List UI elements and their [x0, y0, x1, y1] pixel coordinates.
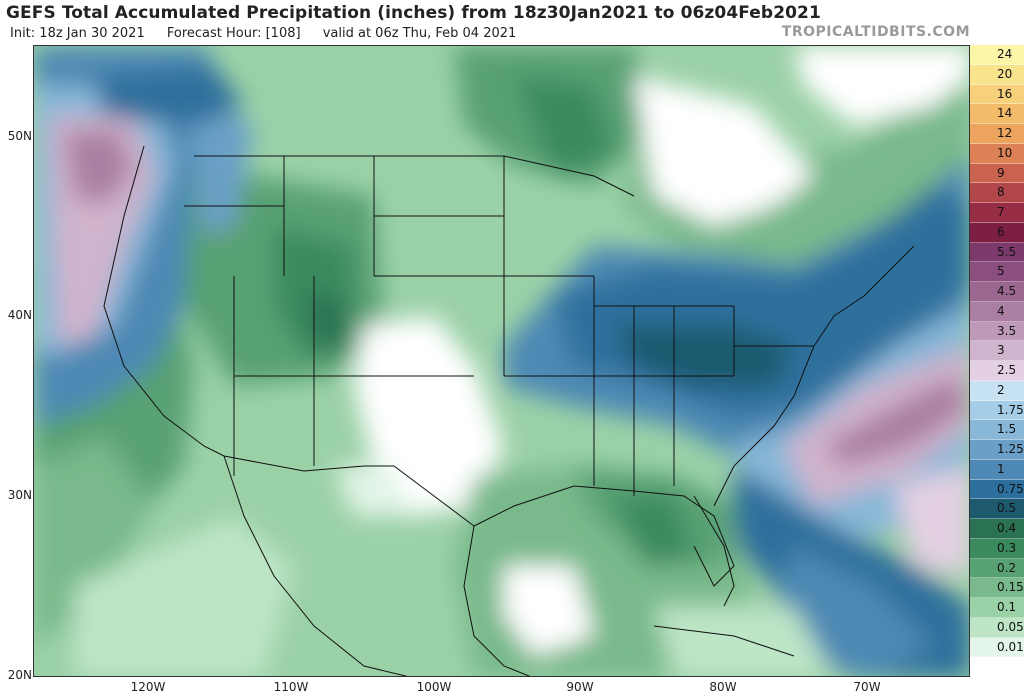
legend-row: 7 [970, 203, 1024, 223]
legend-label: 5 [997, 264, 1005, 279]
legend-label: 6 [997, 224, 1005, 239]
legend-label: 0.2 [997, 560, 1017, 575]
legend-label: 0.05 [997, 619, 1024, 634]
lon-label-100w: 100W [416, 680, 452, 694]
legend-label: 3 [997, 343, 1005, 358]
legend-label: 0.4 [997, 521, 1017, 535]
legend-row: 0.3 [970, 538, 1024, 559]
legend-row: 3 [970, 341, 1024, 361]
legend-row: 6 [970, 222, 1024, 243]
legend-label: 1 [997, 461, 1005, 476]
legend-row: 0.15 [970, 578, 1024, 598]
legend-label: 8 [997, 185, 1005, 200]
legend-label: 2 [997, 382, 1005, 397]
legend-row: 8 [970, 183, 1024, 203]
legend-row: 5 [970, 262, 1024, 282]
boundaries [103, 145, 915, 676]
legend-label: 0.01 [997, 639, 1024, 654]
legend-row: 2.5 [970, 361, 1024, 381]
init-time: Init: 18z Jan 30 2021 [10, 26, 145, 41]
legend-row: 12 [970, 124, 1024, 144]
lon-label-90w: 90W [566, 680, 594, 694]
forecast-hour: Forecast Hour: [108] [166, 26, 301, 41]
map-title: GEFS Total Accumulated Precipitation (in… [6, 3, 821, 23]
lat-label-20n: 20N [7, 668, 32, 682]
legend-label: 14 [997, 106, 1013, 121]
lat-label-40n: 40N [7, 308, 32, 322]
legend-label: 16 [997, 86, 1013, 101]
legend-row: 9 [970, 163, 1024, 184]
legend-row: 10 [970, 143, 1024, 164]
legend-row: 20 [970, 64, 1024, 85]
legend-label: 3.5 [997, 323, 1017, 338]
legend-row: 1.25 [970, 440, 1024, 460]
legend-label: 0.15 [997, 580, 1024, 595]
legend-label: 9 [997, 165, 1005, 180]
legend-row: 4.5 [970, 282, 1024, 302]
legend-label: 10 [997, 145, 1013, 160]
legend-label: 2.5 [997, 363, 1017, 377]
legend-label: 7 [997, 205, 1005, 219]
legend-row: 1.75 [970, 400, 1024, 421]
legend-row: 0.05 [970, 617, 1024, 638]
legend-row: 14 [970, 104, 1024, 124]
legend-label: 4 [997, 303, 1005, 318]
legend-label: 20 [997, 66, 1013, 81]
lat-label-50n: 50N [7, 129, 32, 143]
legend-label: 0.3 [997, 540, 1017, 555]
legend-row: 2 [970, 380, 1024, 401]
legend-row: 1.5 [970, 420, 1024, 440]
lon-label-70w: 70W [853, 680, 881, 694]
legend-row: 16 [970, 84, 1024, 105]
lon-label-110w: 110W [273, 680, 309, 694]
brand-watermark: TROPICALTIDBITS.COM [781, 24, 970, 40]
legend-label: 1.75 [997, 402, 1024, 417]
valid-time: valid at 06z Thu, Feb 04 2021 [322, 26, 517, 41]
legend-label: 0.75 [997, 481, 1024, 496]
legend-row: 0.1 [970, 598, 1024, 618]
lon-label-120w: 120W [130, 680, 166, 694]
legend-row [970, 657, 1024, 677]
legend-label: 0.1 [997, 600, 1017, 614]
legend-row: 0.4 [970, 519, 1024, 539]
map-subtitle: Init: 18z Jan 30 2021 Forecast Hour: [10… [10, 26, 534, 41]
legend-row: 4 [970, 301, 1024, 322]
legend-label: 4.5 [997, 284, 1017, 298]
precip-map-svg [34, 46, 969, 676]
legend-label: 24 [997, 47, 1013, 61]
legend-label: 0.5 [997, 501, 1017, 516]
lat-label-30n: 30N [7, 488, 32, 502]
legend-row: 1 [970, 459, 1024, 480]
legend-row: 5.5 [970, 242, 1024, 263]
legend-label: 1.5 [997, 422, 1017, 437]
legend-label: 12 [997, 126, 1013, 140]
legend-row: 3.5 [970, 321, 1024, 342]
legend-row: 0.75 [970, 479, 1024, 500]
precip-legend: 24 20 16 14 12 10 9 8 7 6 5.5 5 4.5 4 3.5 3 2.5 2 1.75 1.5 1… [970, 45, 1024, 677]
legend-row: 0.2 [970, 558, 1024, 579]
legend-label: 1.25 [997, 442, 1024, 456]
legend-row: 0.5 [970, 499, 1024, 519]
legend-row: 0.01 [970, 637, 1024, 658]
lon-label-80w: 80W [709, 680, 737, 694]
legend-label: 5.5 [997, 244, 1017, 259]
precip-map [33, 45, 970, 677]
legend-row: 24 [970, 45, 1024, 65]
